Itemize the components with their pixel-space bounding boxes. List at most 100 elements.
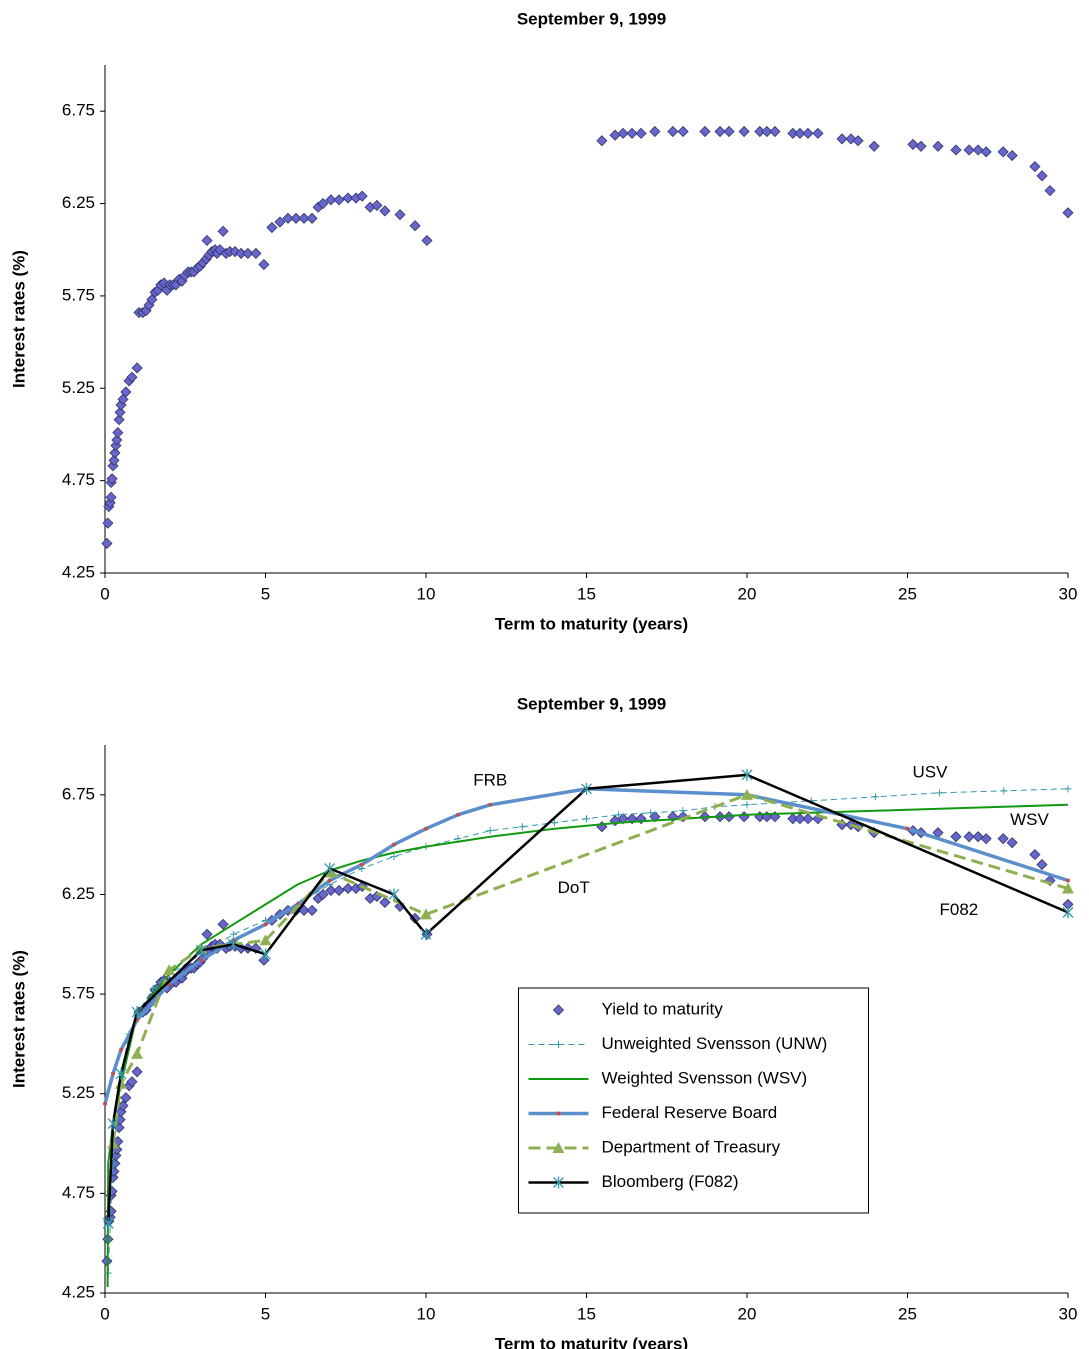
data-point	[131, 362, 143, 374]
data-point	[932, 140, 944, 152]
data-point	[907, 138, 919, 150]
x-tick-label: 10	[417, 584, 436, 603]
data-point	[635, 127, 647, 139]
legend-label: Federal Reserve Board	[602, 1103, 778, 1122]
data-point	[112, 427, 124, 439]
line-marker	[615, 811, 623, 819]
y-tick-label: 4.25	[62, 562, 95, 581]
data-point	[306, 904, 318, 916]
data-point	[794, 127, 806, 139]
data-point	[317, 197, 329, 210]
data-point	[980, 146, 992, 158]
line-marker	[131, 1006, 143, 1019]
data-point	[1006, 837, 1018, 849]
data-point	[101, 537, 113, 550]
y-tick-label: 5.25	[62, 378, 95, 397]
data-point	[617, 127, 629, 139]
line-marker	[581, 782, 592, 795]
data-point	[596, 135, 608, 147]
line-marker	[195, 944, 207, 957]
line-marker	[420, 928, 432, 941]
data-point	[126, 1076, 138, 1088]
line-marker	[518, 823, 526, 831]
data-point	[379, 896, 391, 908]
data-point	[229, 246, 241, 258]
annotation: FRB	[473, 770, 507, 789]
data-point	[626, 127, 638, 139]
data-point	[394, 209, 406, 221]
data-point	[714, 125, 726, 138]
y-tick-label: 6.75	[62, 101, 95, 120]
data-point	[356, 190, 368, 202]
data-point	[802, 127, 814, 139]
line-marker	[647, 809, 655, 817]
data-point	[114, 406, 126, 418]
chart-title: September 9, 1999	[517, 694, 666, 713]
line-marker	[390, 853, 398, 861]
annotation: WSV	[1010, 810, 1049, 829]
data-point	[106, 473, 118, 485]
data-point	[117, 393, 129, 405]
line-marker	[583, 815, 590, 823]
data-point	[794, 813, 806, 825]
x-axis-label: Term to maturity (years)	[495, 1334, 688, 1349]
data-point	[997, 833, 1009, 845]
data-point	[325, 194, 337, 206]
line-marker	[391, 842, 396, 847]
data-point	[997, 146, 1009, 158]
data-point	[333, 194, 345, 206]
data-point	[109, 447, 121, 459]
line-marker	[1062, 882, 1074, 894]
annotation: DoT	[558, 878, 590, 897]
legend-label: Yield to maturity	[602, 999, 724, 1018]
line-marker	[107, 1117, 119, 1130]
y-tick-label: 4.75	[62, 1183, 95, 1202]
line-marker	[550, 819, 558, 827]
data-point	[1006, 149, 1018, 162]
data-point	[258, 258, 270, 271]
line-marker	[871, 793, 879, 801]
line-marker	[936, 789, 944, 797]
data-point	[723, 125, 735, 138]
line-marker	[905, 826, 910, 831]
data-point	[105, 491, 117, 503]
data-point	[379, 205, 391, 217]
legend-marker	[556, 1111, 561, 1116]
line-marker	[103, 1101, 107, 1106]
data-point	[812, 127, 824, 139]
data-point	[852, 135, 864, 147]
data-point	[120, 1092, 132, 1104]
line-marker	[163, 964, 176, 976]
data-point	[950, 831, 962, 843]
data-point	[342, 882, 354, 895]
line-marker	[424, 826, 428, 831]
line-marker	[388, 888, 400, 901]
line-marker	[1064, 785, 1072, 793]
legend-label: Weighted Svensson (WSV)	[602, 1068, 808, 1087]
line-marker	[741, 788, 753, 800]
data-point	[325, 884, 337, 897]
data-point	[761, 125, 773, 138]
data-point	[769, 125, 781, 138]
line-marker	[1062, 906, 1074, 919]
y-tick-label: 5.75	[62, 984, 95, 1003]
line-marker	[149, 984, 157, 992]
data-point	[250, 247, 262, 259]
data-point	[1036, 858, 1048, 871]
data-point	[677, 125, 689, 138]
data-point	[649, 125, 661, 138]
y-axis-label: Interest rates (%)	[9, 950, 28, 1088]
line-marker	[199, 958, 204, 963]
data-point	[1036, 170, 1048, 182]
data-point	[110, 439, 122, 452]
data-point	[1062, 207, 1074, 219]
legend-box	[518, 987, 869, 1214]
x-tick-label: 10	[417, 1304, 436, 1323]
x-axis-label: Term to maturity (years)	[495, 614, 688, 633]
line-marker	[259, 934, 272, 946]
data-point	[972, 831, 984, 843]
line-marker	[741, 768, 753, 781]
data-point	[963, 831, 975, 843]
line-marker	[486, 827, 494, 835]
legend-label: Department of Treasury	[602, 1137, 781, 1156]
